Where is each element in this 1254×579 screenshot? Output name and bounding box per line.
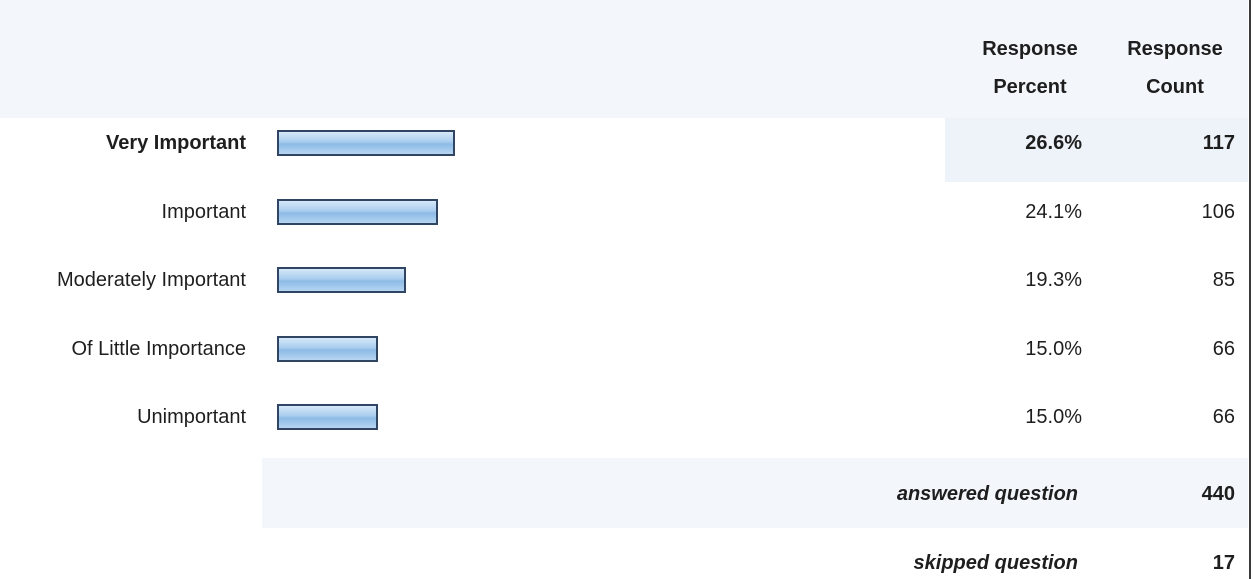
- answered-row-background: [262, 458, 1248, 528]
- response-percent-value: 15.0%: [1025, 406, 1082, 428]
- header-count-line2: Count: [1146, 76, 1204, 98]
- frame-border: [1249, 0, 1251, 579]
- category-label: Unimportant: [137, 406, 246, 428]
- header-response-percent: Response Percent: [945, 30, 1115, 106]
- category-label: Of Little Importance: [71, 337, 246, 360]
- skipped-question-label: skipped question: [913, 552, 1078, 574]
- response-count-value: 66: [1212, 337, 1235, 360]
- bar: [277, 335, 378, 362]
- bar: [277, 404, 378, 430]
- response-count-value: 66: [1212, 406, 1235, 428]
- header-response-count: Response Count: [1110, 30, 1240, 106]
- header-percent-line2: Percent: [993, 76, 1067, 98]
- response-percent-value: 15.0%: [1025, 337, 1082, 360]
- response-percent-value: 24.1%: [1025, 200, 1082, 223]
- header-percent-line1: Response: [982, 38, 1078, 60]
- response-count-value: 85: [1212, 269, 1235, 291]
- category-label: Important: [161, 200, 246, 223]
- bar: [277, 267, 406, 293]
- column-shade: [945, 118, 1248, 182]
- response-count-value: 106: [1201, 200, 1235, 223]
- response-percent-value: 19.3%: [1025, 269, 1082, 291]
- response-count-value: 117: [1202, 132, 1235, 154]
- header-background: [0, 0, 1248, 118]
- category-label: Very Important: [105, 132, 246, 154]
- bar: [277, 130, 455, 156]
- response-percent-value: 26.6%: [1025, 132, 1082, 154]
- answered-question-value: 440: [1201, 483, 1235, 505]
- bar: [277, 198, 438, 225]
- answered-question-label: answered question: [896, 483, 1078, 505]
- header-count-line1: Response: [1127, 38, 1223, 60]
- skipped-question-value: 17: [1212, 552, 1235, 574]
- category-label: Moderately Important: [57, 269, 246, 291]
